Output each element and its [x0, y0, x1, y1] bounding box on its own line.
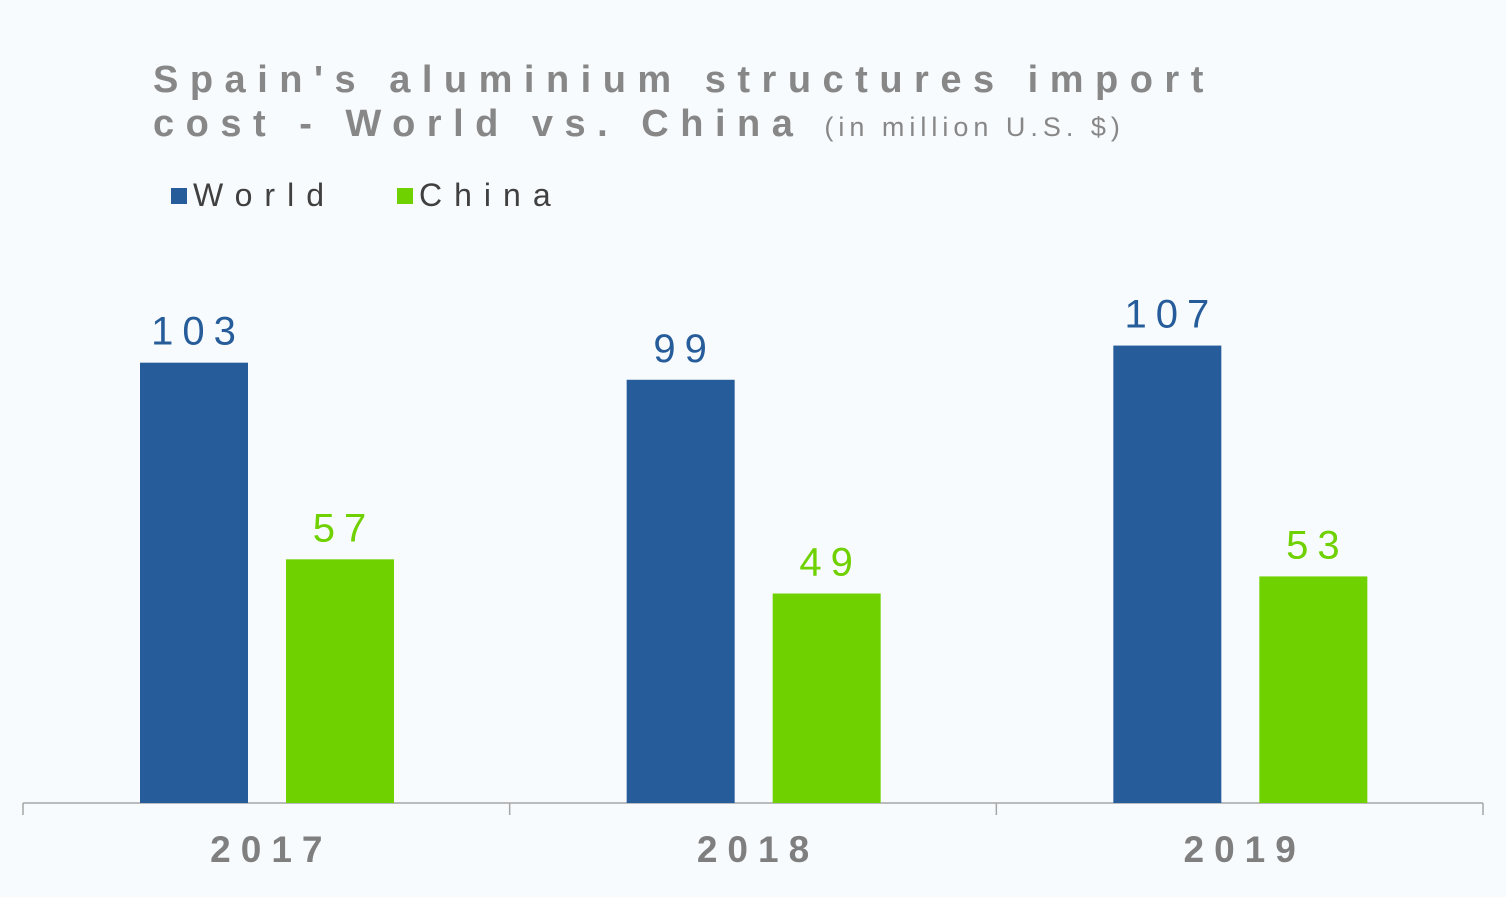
legend-swatch-world [171, 188, 187, 204]
bar-world-2019 [1113, 345, 1222, 803]
chart-title: Spain's aluminium structures import cost… [153, 59, 1215, 145]
x-tick-label-2017: 2017 [210, 829, 332, 870]
legend: World China [171, 177, 563, 213]
chart-title-line-1: Spain's aluminium structures import [153, 59, 1215, 101]
chart-title-line-2: cost - World vs. China (in million U.S. $… [153, 103, 1125, 145]
chart-subtitle: (in million U.S. $) [824, 112, 1125, 142]
bar-china-2018 [772, 593, 881, 803]
data-label-china-2019: 53 [1286, 523, 1349, 567]
data-label-world-2017: 103 [151, 310, 245, 354]
legend-label-china: China [419, 177, 563, 213]
data-label-world-2019: 107 [1124, 293, 1218, 337]
plot-area: 103 57 2017 99 49 2018 107 53 2019 [22, 293, 1484, 870]
chart-title-line-2-main: cost - World vs. China [153, 103, 804, 145]
bar-world-2017 [140, 362, 248, 803]
legend-swatch-china [397, 188, 413, 204]
bar-china-2017 [286, 559, 394, 803]
data-label-china-2017: 57 [313, 506, 376, 550]
x-tick-label-2019: 2019 [1184, 829, 1306, 870]
data-label-china-2018: 49 [799, 541, 862, 585]
legend-label-world: World [193, 177, 336, 213]
bar-china-2019 [1259, 576, 1368, 803]
bar-world-2018 [626, 379, 735, 803]
data-label-world-2018: 99 [653, 327, 716, 371]
x-tick-label-2018: 2018 [697, 829, 819, 870]
